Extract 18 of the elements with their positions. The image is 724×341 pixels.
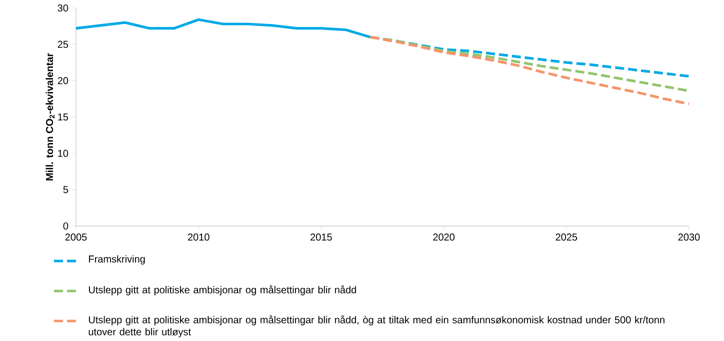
y-tick-label: 10 [58, 150, 68, 157]
y-tick-label: 0 [63, 222, 68, 230]
x-tick-label: 2020 [433, 234, 455, 241]
x-tick-label: 2030 [678, 234, 700, 241]
y-tick-label: 30 [58, 4, 68, 12]
legend-label: Utslepp gitt at politiske ambisjonar og målsettingar blir nådd [88, 285, 356, 296]
x-tick-label: 2015 [310, 234, 332, 241]
x-tick-label: 2005 [65, 234, 87, 241]
legend-label: Framskriving [89, 255, 145, 265]
y-tick-label: 15 [58, 114, 68, 120]
y-tick-label: 25 [58, 40, 68, 48]
y-axis-title: Mill. tonn CO$_{2}$-ekvivalentar [46, 53, 54, 180]
x-tick-label: 2010 [188, 234, 210, 241]
y-tick-label: 20 [58, 77, 68, 84]
legend-label: Utslepp gitt at politiske ambisjonar og målsettingar blir nådd, òg at tiltak med ein samfunnsøkonomisk kostnad under 500 kr/tonn utover dette blir utløyst [88, 315, 664, 338]
line-series [368, 36, 690, 106]
y-tick-label: 5 [63, 186, 68, 194]
x-tick-label: 2025 [556, 234, 578, 241]
